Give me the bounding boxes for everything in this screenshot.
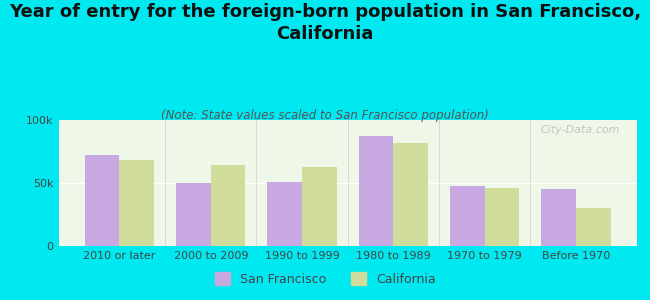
Text: Year of entry for the foreign-born population in San Francisco,
California: Year of entry for the foreign-born popul… bbox=[9, 3, 641, 43]
Bar bbox=[176, 183, 211, 246]
Bar bbox=[541, 189, 576, 246]
Bar bbox=[450, 185, 485, 246]
Bar bbox=[120, 160, 154, 246]
Bar bbox=[84, 155, 120, 246]
Bar bbox=[302, 167, 337, 246]
Bar bbox=[359, 136, 393, 246]
Bar bbox=[393, 143, 428, 246]
Bar bbox=[211, 165, 246, 246]
Legend: San Francisco, California: San Francisco, California bbox=[209, 267, 441, 291]
Text: (Note: State values scaled to San Francisco population): (Note: State values scaled to San Franci… bbox=[161, 110, 489, 122]
Bar bbox=[485, 188, 519, 246]
Text: City-Data.com: City-Data.com bbox=[540, 125, 619, 135]
Bar bbox=[267, 182, 302, 246]
Bar bbox=[576, 208, 611, 246]
